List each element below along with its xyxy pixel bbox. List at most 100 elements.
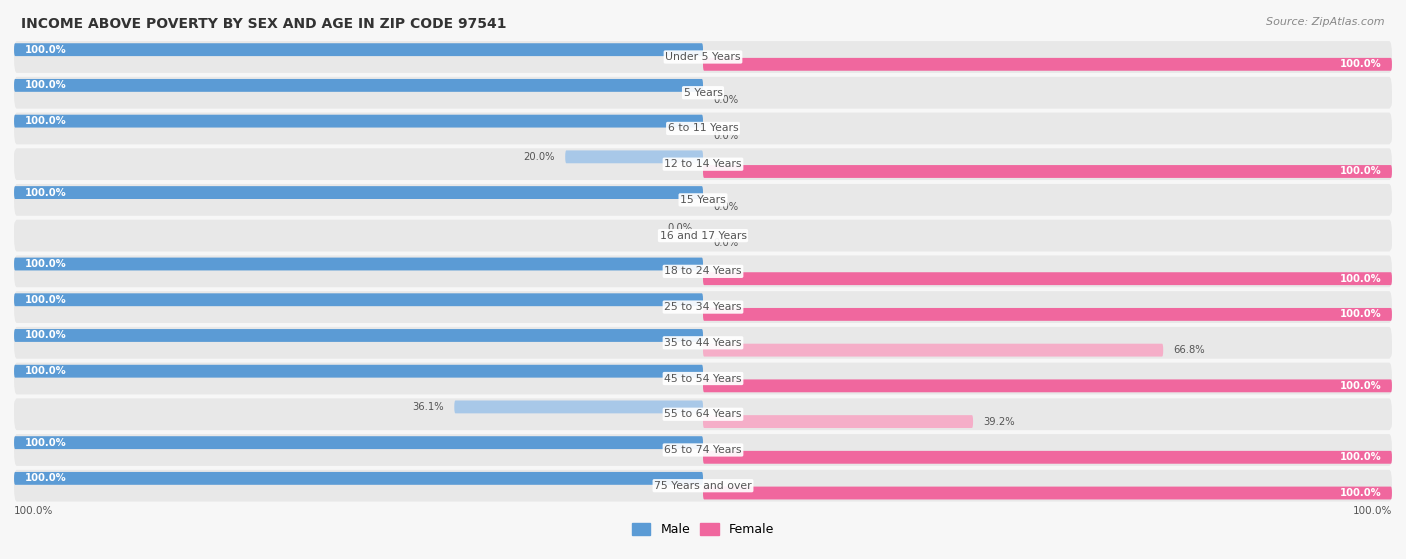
FancyBboxPatch shape [14,329,703,342]
FancyBboxPatch shape [703,344,1392,357]
FancyBboxPatch shape [14,472,703,485]
Text: 75 Years and over: 75 Years and over [654,481,752,491]
FancyBboxPatch shape [703,58,1392,71]
FancyBboxPatch shape [14,186,703,199]
FancyBboxPatch shape [703,201,1392,214]
FancyBboxPatch shape [14,255,1392,287]
FancyBboxPatch shape [703,129,1392,142]
Text: 0.0%: 0.0% [713,95,738,105]
FancyBboxPatch shape [14,220,1392,252]
FancyBboxPatch shape [14,472,703,485]
FancyBboxPatch shape [14,365,703,378]
Text: 100.0%: 100.0% [14,506,53,517]
FancyBboxPatch shape [14,400,703,413]
Text: Under 5 Years: Under 5 Years [665,52,741,62]
FancyBboxPatch shape [703,272,1392,285]
FancyBboxPatch shape [703,380,1392,392]
Text: 36.1%: 36.1% [412,402,444,412]
Text: 18 to 24 Years: 18 to 24 Years [664,266,742,276]
Text: 100.0%: 100.0% [1340,167,1382,177]
FancyBboxPatch shape [454,400,703,413]
Text: 12 to 14 Years: 12 to 14 Years [664,159,742,169]
Text: 100.0%: 100.0% [24,45,66,55]
Text: 100.0%: 100.0% [24,295,66,305]
FancyBboxPatch shape [14,112,1392,144]
FancyBboxPatch shape [14,41,1392,73]
Text: 45 to 54 Years: 45 to 54 Years [664,373,742,383]
Text: 5 Years: 5 Years [683,88,723,98]
FancyBboxPatch shape [14,327,1392,359]
FancyBboxPatch shape [703,486,1392,499]
Text: 100.0%: 100.0% [24,366,66,376]
FancyBboxPatch shape [703,236,1392,249]
FancyBboxPatch shape [14,293,703,306]
Text: 16 and 17 Years: 16 and 17 Years [659,231,747,240]
Text: 100.0%: 100.0% [1340,274,1382,283]
FancyBboxPatch shape [703,165,1392,178]
FancyBboxPatch shape [14,79,703,92]
Text: 25 to 34 Years: 25 to 34 Years [664,302,742,312]
Text: INCOME ABOVE POVERTY BY SEX AND AGE IN ZIP CODE 97541: INCOME ABOVE POVERTY BY SEX AND AGE IN Z… [21,17,506,31]
FancyBboxPatch shape [703,451,1392,464]
FancyBboxPatch shape [703,93,1392,106]
FancyBboxPatch shape [14,470,1392,501]
FancyBboxPatch shape [703,451,1392,464]
FancyBboxPatch shape [14,150,703,163]
Text: 0.0%: 0.0% [713,131,738,141]
Text: 100.0%: 100.0% [1340,488,1382,498]
FancyBboxPatch shape [14,329,703,342]
Text: 100.0%: 100.0% [24,188,66,197]
Text: 0.0%: 0.0% [668,223,693,233]
FancyBboxPatch shape [703,165,1392,178]
FancyBboxPatch shape [703,58,1392,71]
FancyBboxPatch shape [14,365,703,378]
FancyBboxPatch shape [703,415,1392,428]
Text: 66.8%: 66.8% [1174,345,1205,355]
Text: 39.2%: 39.2% [983,416,1015,427]
FancyBboxPatch shape [703,344,1163,357]
Text: 0.0%: 0.0% [713,238,738,248]
Text: Source: ZipAtlas.com: Source: ZipAtlas.com [1267,17,1385,27]
Text: 100.0%: 100.0% [1340,452,1382,462]
Text: 20.0%: 20.0% [523,152,555,162]
FancyBboxPatch shape [703,272,1392,285]
Text: 35 to 44 Years: 35 to 44 Years [664,338,742,348]
Text: 100.0%: 100.0% [24,438,66,448]
Text: 100.0%: 100.0% [1353,506,1392,517]
Text: 100.0%: 100.0% [24,330,66,340]
FancyBboxPatch shape [14,184,1392,216]
FancyBboxPatch shape [14,434,1392,466]
FancyBboxPatch shape [14,258,703,271]
Text: 55 to 64 Years: 55 to 64 Years [664,409,742,419]
FancyBboxPatch shape [14,79,703,92]
FancyBboxPatch shape [14,115,703,127]
Legend: Male, Female: Male, Female [627,518,779,541]
FancyBboxPatch shape [14,293,703,306]
FancyBboxPatch shape [14,43,703,56]
FancyBboxPatch shape [14,222,703,235]
FancyBboxPatch shape [703,380,1392,392]
FancyBboxPatch shape [703,308,1392,321]
FancyBboxPatch shape [14,436,703,449]
FancyBboxPatch shape [703,486,1392,499]
Text: 0.0%: 0.0% [713,202,738,212]
FancyBboxPatch shape [14,258,703,271]
Text: 6 to 11 Years: 6 to 11 Years [668,124,738,134]
FancyBboxPatch shape [14,363,1392,395]
FancyBboxPatch shape [14,148,1392,180]
FancyBboxPatch shape [565,150,703,163]
FancyBboxPatch shape [14,186,703,199]
FancyBboxPatch shape [14,436,703,449]
Text: 100.0%: 100.0% [1340,381,1382,391]
Text: 100.0%: 100.0% [24,473,66,484]
FancyBboxPatch shape [14,399,1392,430]
FancyBboxPatch shape [14,43,703,56]
Text: 100.0%: 100.0% [24,80,66,91]
Text: 65 to 74 Years: 65 to 74 Years [664,445,742,455]
FancyBboxPatch shape [14,291,1392,323]
Text: 100.0%: 100.0% [1340,59,1382,69]
FancyBboxPatch shape [14,115,703,127]
FancyBboxPatch shape [14,77,1392,108]
FancyBboxPatch shape [703,308,1392,321]
Text: 100.0%: 100.0% [24,116,66,126]
